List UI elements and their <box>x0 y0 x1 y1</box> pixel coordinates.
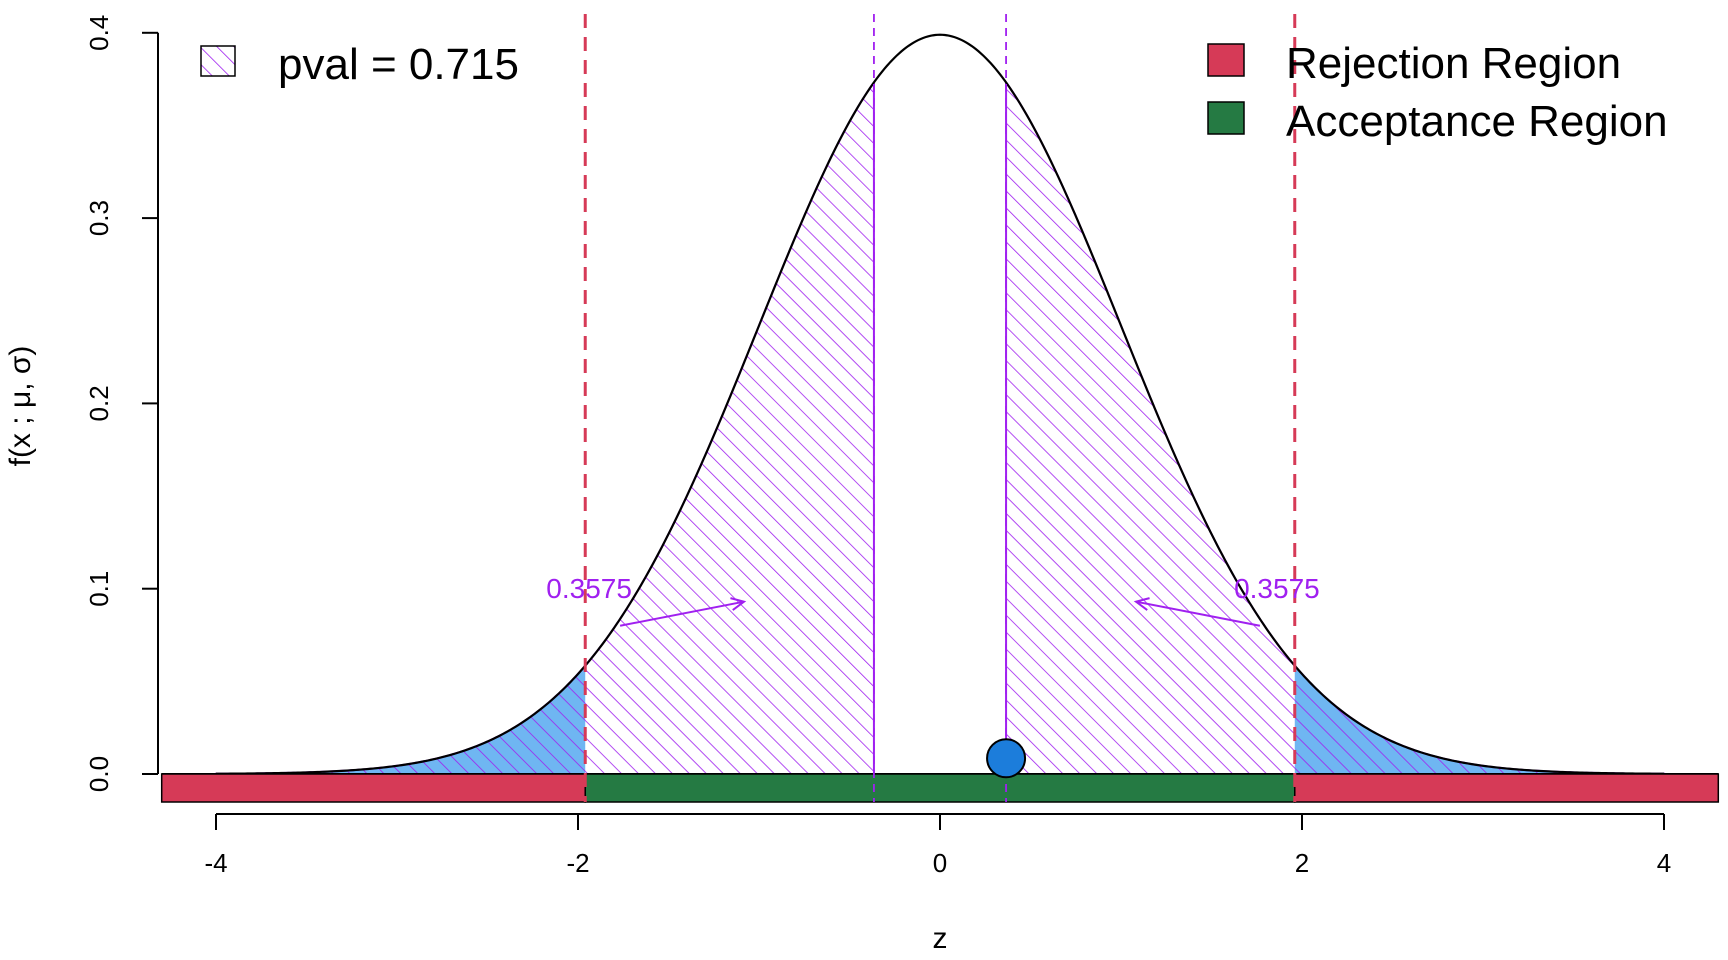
x-tick-label-4: 4 <box>1657 848 1671 878</box>
observed-statistic-point <box>986 738 1027 779</box>
annotation-label-0: 0.3575 <box>546 573 632 604</box>
legend-pvalue-swatch <box>200 45 236 77</box>
annotation-arrowhead-0 <box>730 597 747 611</box>
pvalue-right-area <box>1005 79 1665 775</box>
legend-regions: Rejection Region Acceptance Region <box>1207 39 1668 146</box>
rejection-region-bar-left <box>160 773 586 803</box>
annotation-arrow-0 <box>619 600 745 627</box>
pvalue-left-area <box>215 79 875 775</box>
legend-rejection-swatch <box>1207 43 1245 77</box>
y-tick-label-1: 0.1 <box>84 571 114 607</box>
y-axis-ticks: 0.0 0.1 0.2 0.3 0.4 <box>84 15 158 792</box>
y-tick-label-3: 0.3 <box>84 200 114 236</box>
density-curve <box>215 33 1665 775</box>
legend-acceptance-swatch <box>1207 101 1245 135</box>
x-tick-label-2: 0 <box>933 848 947 878</box>
rejection-region-bar-right <box>1294 773 1720 803</box>
acceptance-region-bar <box>584 773 1296 803</box>
annotation-label-1: 0.3575 <box>1234 573 1320 604</box>
x-tick-label-0: -4 <box>204 848 227 878</box>
y-tick-label-2: 0.2 <box>84 385 114 421</box>
y-tick-label-0: 0.0 <box>84 756 114 792</box>
legend-acceptance-label: Acceptance Region <box>1286 97 1668 146</box>
x-tick-label-1: -2 <box>566 848 589 878</box>
x-tick-label-3: 2 <box>1295 848 1309 878</box>
x-axis-ticks: -4 -2 0 2 4 <box>204 814 1671 878</box>
legend-rejection-label: Rejection Region <box>1286 39 1621 88</box>
legend-pvalue: pval = 0.715 <box>200 40 519 89</box>
annotation-arrow-1 <box>1135 600 1261 627</box>
pvalue-annotations: 0.3575 0.3575 <box>546 573 1320 627</box>
legend-pvalue-label: pval = 0.715 <box>278 40 519 89</box>
y-axis-label: f(x ; μ, σ) <box>4 346 37 467</box>
x-axis-label: z <box>933 922 948 955</box>
y-tick-label-4: 0.4 <box>84 15 114 51</box>
annotation-arrowhead-1 <box>1133 597 1150 611</box>
